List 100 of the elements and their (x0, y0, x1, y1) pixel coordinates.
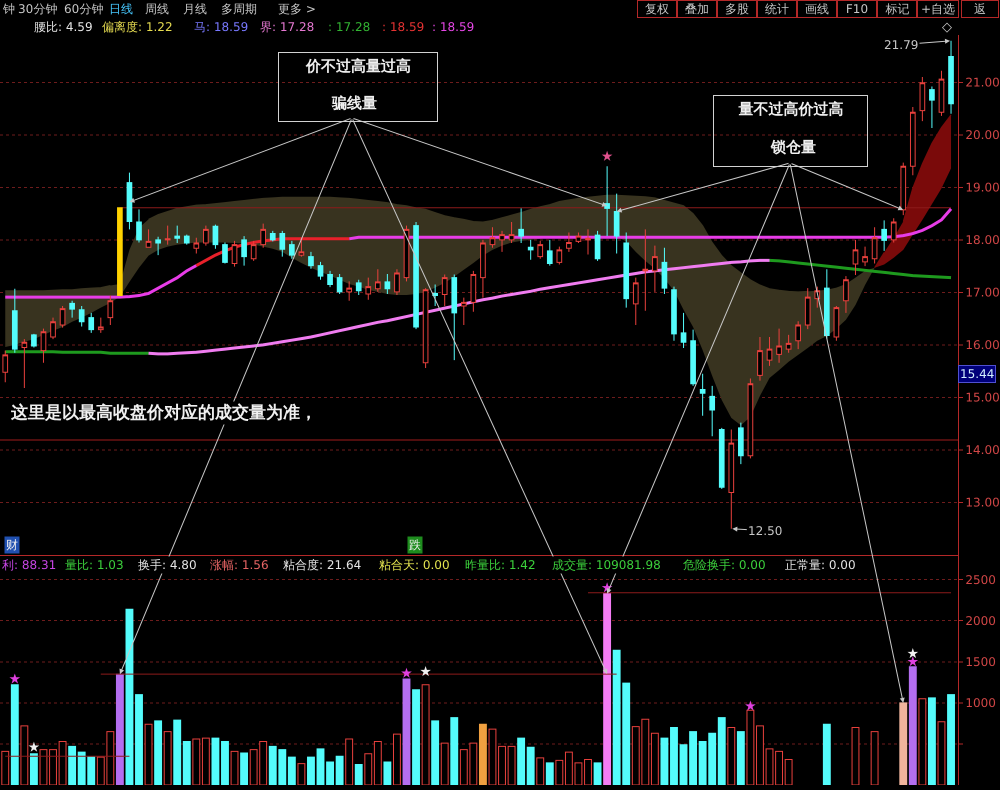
candlestick (518, 208, 524, 244)
candlestick (98, 317, 104, 334)
text: 多周期 (221, 2, 257, 16)
annotation: 成交量: 109081.98 (552, 558, 661, 572)
candlestick (804, 288, 811, 330)
annotation: 15.44 (960, 367, 994, 381)
text: 偏离度: 1.22 (102, 20, 173, 34)
bar (536, 757, 544, 785)
candlestick (480, 239, 486, 298)
candlestick (327, 270, 333, 288)
bar (354, 764, 363, 785)
bar (450, 717, 458, 785)
bar (297, 763, 306, 785)
candlestick (738, 422, 744, 465)
text: 界: 17.28 (260, 20, 314, 34)
text: : 18.59 (382, 20, 424, 34)
candlestick (680, 312, 686, 349)
text: 30分钟 (18, 2, 58, 16)
candlestick (623, 232, 630, 308)
candlestick (155, 236, 161, 256)
text: +自选 (920, 2, 956, 16)
candlestick (843, 276, 849, 314)
candlestick (222, 242, 228, 264)
candlestick (490, 226, 496, 248)
candlestick (50, 317, 56, 340)
candlestick (508, 221, 514, 244)
text: F10 (846, 2, 868, 16)
point (9, 673, 20, 684)
bar (412, 689, 420, 785)
bar (240, 752, 248, 785)
bar (278, 749, 286, 785)
text: 叠加 (685, 2, 709, 16)
candlestick (289, 240, 295, 260)
text: 画线 (805, 2, 829, 16)
candlestick (136, 208, 142, 243)
candlestick (709, 385, 716, 437)
candlestick (546, 239, 553, 266)
bar (10, 684, 19, 785)
bar (30, 753, 38, 785)
bar (288, 756, 296, 785)
point (745, 700, 756, 711)
candlestick (374, 268, 381, 292)
candlestick (556, 246, 562, 266)
text: 统计 (765, 2, 789, 16)
candlestick (718, 427, 725, 490)
y-tick-label: 2000 (965, 614, 996, 628)
candlestick (413, 221, 419, 330)
candlestick (69, 300, 75, 318)
candlestick (404, 225, 410, 282)
candlestick (594, 230, 600, 262)
point (907, 648, 918, 658)
text: : 17.28 (328, 20, 370, 34)
candlestick (881, 220, 887, 252)
candlestick (60, 306, 66, 328)
bar (173, 720, 182, 785)
bar (402, 678, 410, 785)
point (420, 666, 431, 676)
bar (364, 753, 372, 785)
bar (422, 684, 430, 785)
candlestick (700, 373, 706, 416)
point (907, 656, 918, 666)
annotation: 昨量比: 1.42 (465, 558, 536, 572)
candlestick (890, 218, 897, 243)
candlestick (929, 86, 935, 128)
candlestick (757, 336, 763, 382)
candlestick (920, 76, 926, 122)
text: 腰比: 4.59 (34, 20, 93, 34)
candlestick (88, 312, 94, 334)
bar (928, 697, 936, 785)
text: 多股 (725, 2, 749, 16)
candlestick (432, 284, 438, 307)
line-series (147, 258, 772, 356)
candlestick (776, 328, 782, 364)
y-tick-label: 14.00 (965, 443, 1000, 458)
bar (96, 756, 105, 785)
bar (870, 731, 879, 785)
annotation: 粘合天: 0.00 (379, 558, 450, 572)
candlestick (748, 378, 754, 459)
candlestick (566, 232, 572, 252)
candlestick (690, 329, 696, 386)
bar (383, 762, 392, 785)
candlestick (336, 273, 342, 294)
y-tick-label: 1500 (965, 654, 996, 669)
annotation: 量比: 1.03 (65, 558, 124, 572)
candlestick (671, 286, 677, 342)
candlestick (786, 334, 792, 354)
bar (622, 682, 630, 785)
candlestick (40, 328, 46, 364)
candlestick (460, 297, 467, 326)
bar (230, 750, 238, 785)
bar (154, 720, 162, 785)
candlestick (365, 277, 372, 300)
candlestick (241, 236, 247, 266)
candlestick (108, 295, 114, 326)
y-tick-label: 15.00 (965, 390, 1000, 405)
annotation: 骗线量 (331, 94, 377, 112)
candlestick (537, 240, 544, 260)
annotation: 这里是以最高收盘价对应的成交量为准， (10, 403, 317, 423)
bar (918, 698, 926, 785)
candlestick (78, 306, 85, 328)
